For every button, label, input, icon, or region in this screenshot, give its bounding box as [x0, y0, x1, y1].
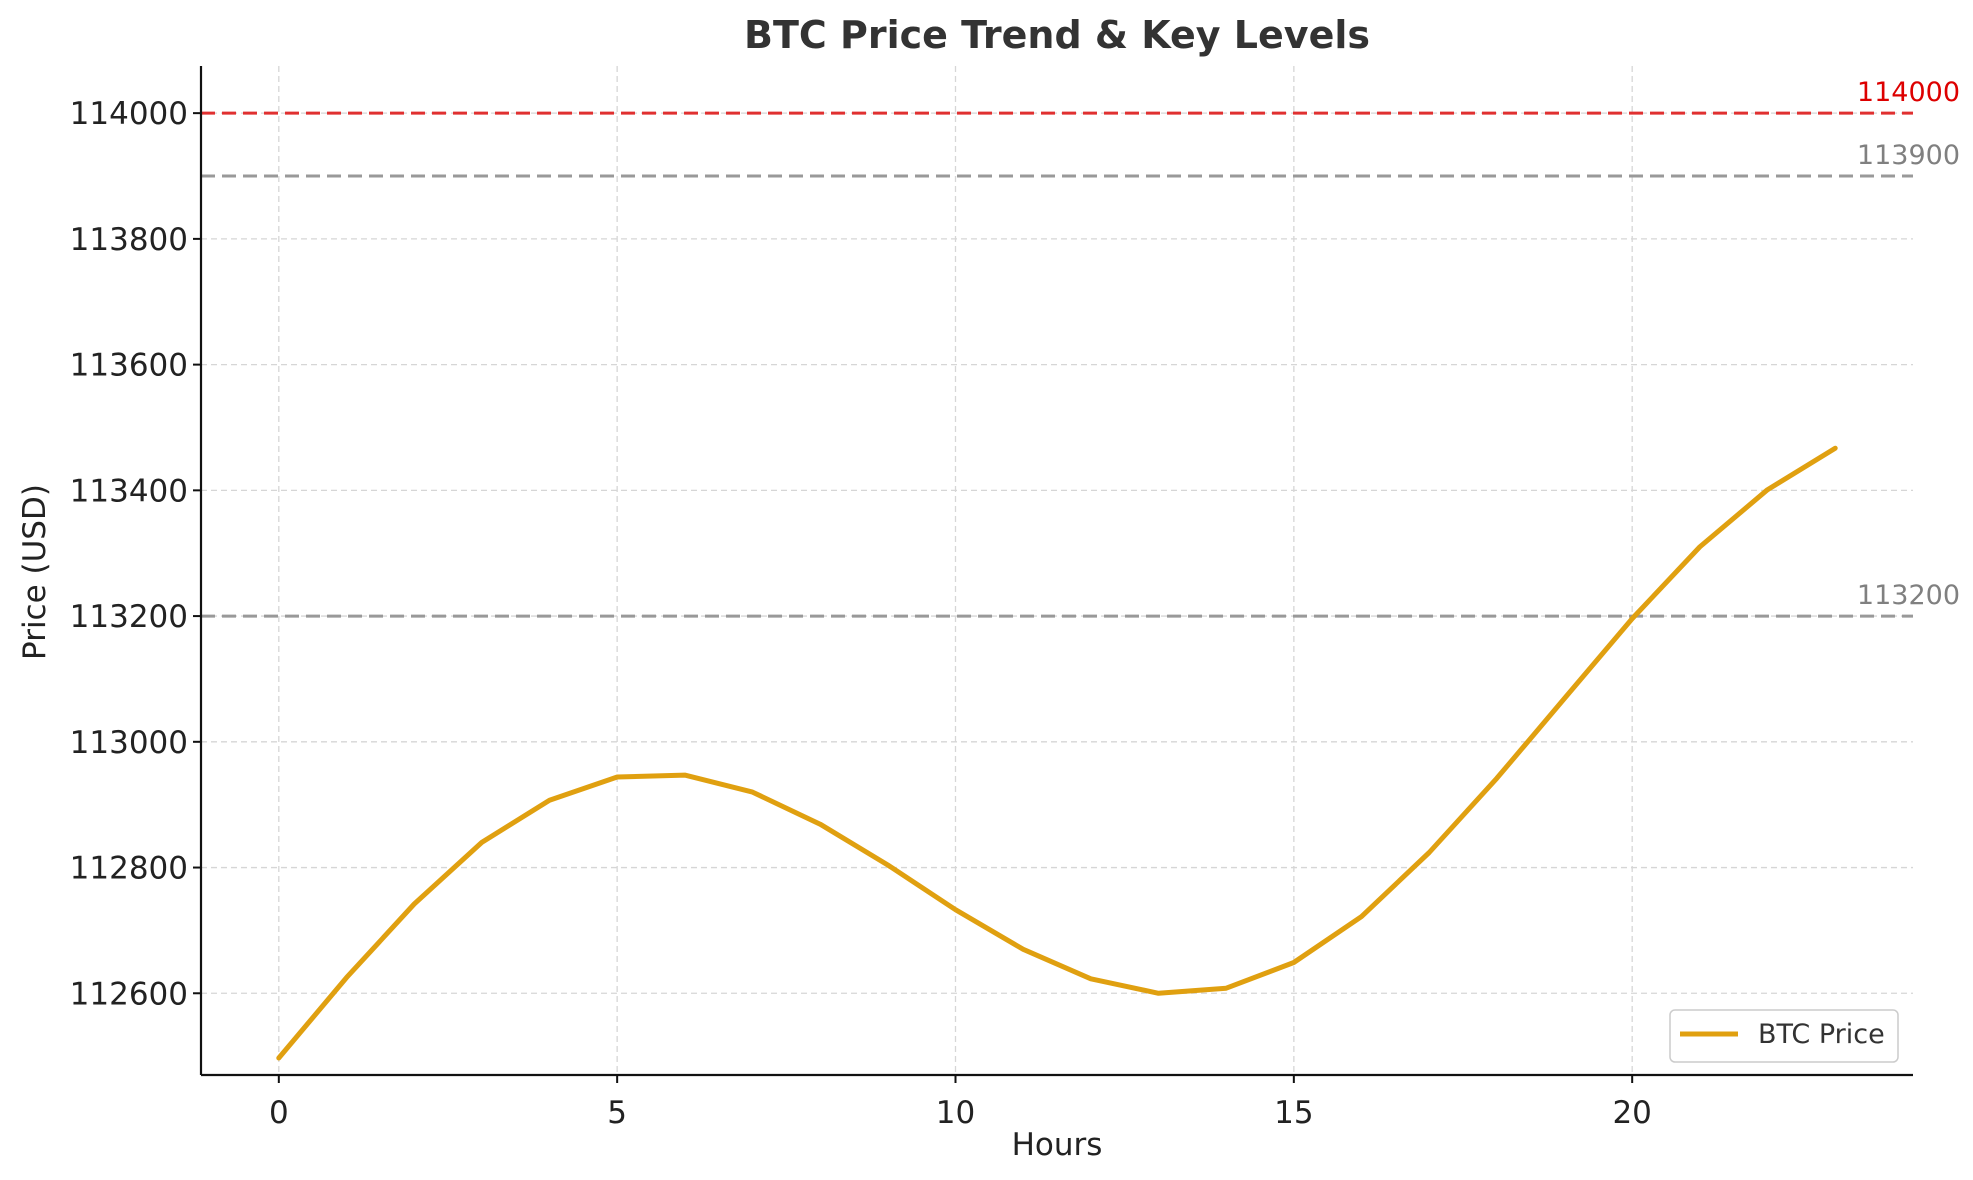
- y-axis-label: Price (USD): [17, 484, 53, 660]
- legend-label: BTC Price: [1758, 1019, 1885, 1050]
- x-tick-label: 10: [936, 1095, 975, 1131]
- y-tick-label: 113000: [70, 725, 188, 761]
- key-level-label: 113200: [1857, 580, 1960, 611]
- y-tick-label: 112600: [70, 976, 188, 1012]
- axes: [193, 66, 1913, 1083]
- key-level-label: 113900: [1857, 140, 1960, 171]
- legend: BTC Price: [1669, 1009, 1899, 1063]
- y-tick-label: 112800: [70, 851, 188, 887]
- x-tick-label: 0: [269, 1095, 289, 1131]
- x-axis-label: Hours: [1012, 1127, 1103, 1163]
- key-levels: 114000 113900 113200: [201, 77, 1960, 618]
- y-tick-label: 113600: [70, 348, 188, 384]
- series-layer: [276, 445, 1838, 1061]
- x-tick-label: 15: [1274, 1095, 1313, 1131]
- grid: [201, 66, 1913, 1075]
- chart-title: BTC Price Trend & Key Levels: [744, 13, 1370, 57]
- tick-labels: 0 5 10 15 20 112600 112800 113000 113200 113400 11…: [70, 96, 1652, 1131]
- x-tick-label: 5: [607, 1095, 627, 1131]
- legend-box: [1669, 1009, 1899, 1063]
- y-tick-label: 114000: [70, 96, 188, 132]
- series-line: [276, 445, 1838, 1061]
- y-tick-label: 113800: [70, 222, 188, 258]
- x-tick-label: 20: [1612, 1095, 1651, 1131]
- y-tick-label: 113200: [70, 599, 188, 635]
- key-level-label: 114000: [1857, 77, 1960, 108]
- y-tick-label: 113400: [70, 473, 188, 509]
